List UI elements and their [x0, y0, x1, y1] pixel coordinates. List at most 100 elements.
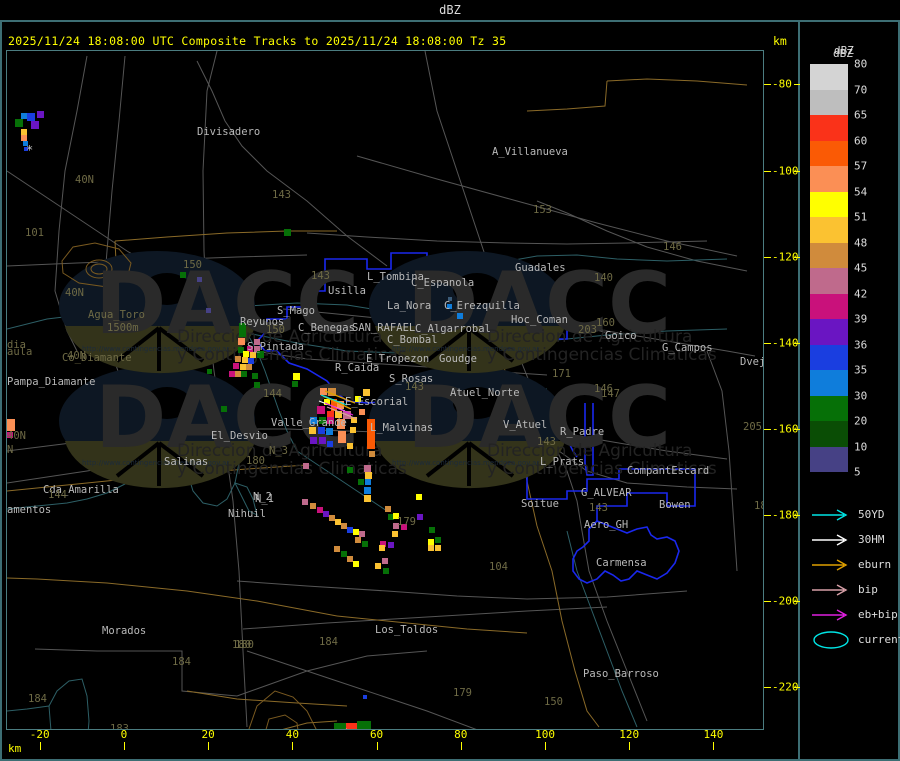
colorbar-swatch[interactable] — [810, 140, 848, 166]
radar-echo-cell — [350, 427, 356, 433]
radar-echo-cell — [257, 351, 264, 358]
radar-echo-cell — [238, 338, 245, 345]
map-route-label: 180 — [246, 455, 265, 467]
colorbar-swatch[interactable] — [810, 115, 848, 141]
map-route-label: 101 — [25, 227, 44, 239]
radar-echo-cell — [375, 563, 381, 569]
colorbar-swatch[interactable] — [810, 166, 848, 192]
color-scale-bar[interactable] — [810, 64, 848, 472]
watermark-url: http://www.contingencias.mendoza.gov.ar — [392, 459, 540, 467]
radar-echo-cell — [206, 308, 211, 313]
map-place-label: R_Caida — [335, 362, 380, 374]
colorbar-swatch[interactable] — [810, 89, 848, 115]
colorbar-swatch[interactable] — [810, 344, 848, 370]
radar-echo-cell — [393, 523, 399, 529]
map-vector-layer — [7, 51, 756, 729]
map-feature-label: dia — [7, 339, 26, 351]
radar-site-marker: * — [26, 143, 34, 157]
colorbar-swatch[interactable] — [810, 191, 848, 217]
track-legend-row[interactable]: eb+bip — [810, 606, 898, 624]
colorbar-swatch[interactable] — [810, 395, 848, 421]
radar-echo-cell — [302, 499, 308, 505]
colorbar-swatch[interactable] — [810, 217, 848, 243]
map-route-label: 143 — [272, 189, 291, 201]
map-place-label: Los_Toldos — [375, 624, 439, 636]
track-legend-row[interactable]: eburn — [810, 556, 898, 574]
radar-echo-cell — [347, 556, 353, 562]
colorbar-swatch[interactable] — [810, 319, 848, 345]
map-route-label: 160 — [596, 317, 615, 329]
radar-echo-cell — [346, 723, 357, 729]
radar-echo-cell — [447, 304, 452, 309]
radar-echo-cell — [319, 417, 326, 424]
radar-echo-cell — [235, 371, 241, 377]
colorbar-swatch[interactable] — [810, 446, 848, 472]
colorbar-swatch[interactable] — [810, 293, 848, 319]
map-route-label: 18 — [754, 500, 763, 512]
radar-echo-cell — [329, 515, 335, 521]
frame-line-middle — [798, 22, 800, 761]
radar-echo-cell — [254, 339, 260, 345]
colorbar-tick-label: 36 — [854, 338, 868, 351]
radar-echo-cell — [347, 467, 353, 473]
track-arrow-icon — [810, 531, 852, 549]
radar-echo-cell — [364, 495, 371, 502]
radar-echo-cell — [31, 121, 39, 129]
map-route-label: 184 — [172, 656, 191, 668]
y-axis-tick-label: -80 — [772, 77, 792, 91]
colorbar-swatch[interactable] — [810, 421, 848, 447]
radar-echo-cell — [317, 406, 325, 414]
y-axis-tick-outer — [794, 170, 800, 172]
radar-echo-cell — [359, 409, 365, 415]
radar-echo-cell — [319, 437, 326, 444]
radar-echo-cell — [359, 531, 365, 537]
x-axis-tick — [545, 742, 547, 750]
map-place-label: G_Campos — [662, 342, 713, 354]
radar-plot-area[interactable]: DACC DACC DACC DACC Direccion de Agricultura… — [6, 50, 764, 730]
radar-echo-cell — [328, 388, 336, 396]
watermark-text: Direccion de Agricultura — [177, 327, 383, 347]
map-route-label: 1500m — [107, 322, 139, 334]
track-legend-row[interactable]: bip — [810, 581, 898, 599]
colorbar-swatch[interactable] — [810, 64, 848, 90]
map-feature-label: N_3 — [269, 445, 288, 457]
radar-echo-cell — [247, 346, 253, 352]
radar-echo-cell — [233, 363, 239, 369]
x-axis-tick-label: 40 — [285, 728, 299, 741]
radar-echo-cell — [435, 537, 441, 543]
colorbar-tick-label: 60 — [854, 134, 868, 147]
radar-echo-cell — [254, 382, 260, 388]
map-route-label: 143 — [589, 502, 608, 514]
terrain-shading — [59, 242, 565, 729]
radar-echo-cell — [355, 396, 361, 402]
track-legend-row[interactable]: 50YD — [810, 506, 898, 524]
colorbar-tick-label: 39 — [854, 312, 868, 326]
map-route-label: 184 — [319, 636, 338, 648]
radar-echo-cell — [327, 411, 334, 418]
colorbar-swatch[interactable] — [810, 242, 848, 268]
track-legend-row[interactable]: 30HM — [810, 531, 898, 549]
map-route-label: 203 — [578, 324, 597, 336]
map-place-label: Dveje — [740, 356, 763, 368]
y-axis-unit-label: km — [773, 34, 787, 48]
map-place-label: A_Villanueva — [492, 146, 568, 158]
map-route-label: 144 — [263, 388, 282, 400]
radar-echo-cell — [365, 472, 372, 479]
colorbar-swatch[interactable] — [810, 370, 848, 396]
radar-echo-cell — [310, 437, 317, 444]
radar-echo-cell — [21, 129, 27, 135]
y-axis-tick-label: -140 — [772, 336, 799, 350]
x-axis-tick — [713, 742, 715, 750]
map-place-label: C_Espanola — [411, 277, 475, 289]
map-place-label: Goudge — [439, 353, 477, 365]
track-legend-row[interactable]: current — [810, 631, 900, 649]
radar-echo-cell — [309, 427, 316, 434]
map-route-label: 140 — [594, 272, 613, 284]
x-axis-tick — [292, 742, 294, 750]
scan-info-line: 2025/11/24 18:08:00 UTC Composite Tracks… — [8, 34, 507, 48]
radar-echo-cell — [401, 524, 407, 530]
radar-echo-cell — [242, 357, 248, 363]
map-place-label: R_Padre — [560, 426, 605, 438]
track-legend-label: current — [858, 633, 900, 646]
colorbar-swatch[interactable] — [810, 268, 848, 294]
